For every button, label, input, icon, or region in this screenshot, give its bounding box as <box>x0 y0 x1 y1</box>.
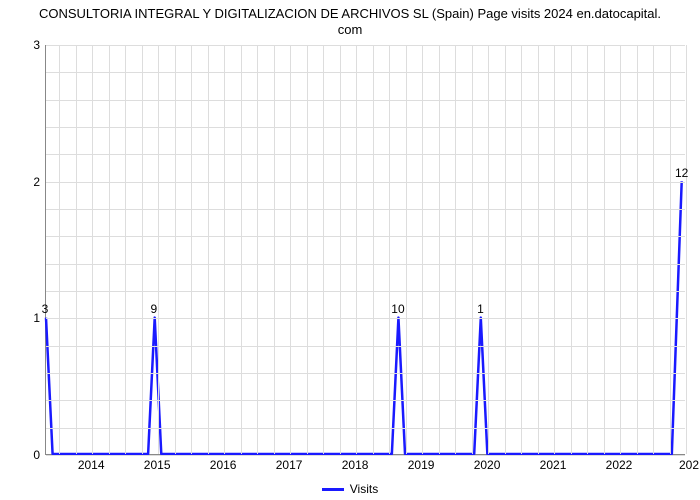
gridline-v <box>274 45 275 454</box>
chart-title: CONSULTORIA INTEGRAL Y DIGITALIZACION DE… <box>0 6 700 39</box>
legend: Visits <box>0 481 700 496</box>
x-tick-label: 2015 <box>144 458 171 472</box>
title-line1: CONSULTORIA INTEGRAL Y DIGITALIZACION DE… <box>39 6 661 21</box>
gridline-v <box>307 45 308 454</box>
gridline-v <box>604 45 605 454</box>
gridline-v <box>92 45 93 454</box>
y-tick-label: 0 <box>10 448 40 462</box>
title-line2: com <box>338 22 363 37</box>
gridline-h <box>46 455 685 456</box>
plot-area <box>45 45 685 455</box>
data-point-label: 12 <box>675 166 688 180</box>
gridline-v <box>406 45 407 454</box>
gridline-v <box>224 45 225 454</box>
gridline-v <box>59 45 60 454</box>
gridline-v <box>208 45 209 454</box>
legend-label: Visits <box>350 482 378 496</box>
data-point-label: 1 <box>477 302 484 316</box>
gridline-v <box>538 45 539 454</box>
x-tick-label: 2022 <box>606 458 633 472</box>
gridline-v <box>620 45 621 454</box>
gridline-v <box>554 45 555 454</box>
x-tick-label: 2018 <box>342 458 369 472</box>
x-tick-label: 2017 <box>276 458 303 472</box>
x-tick-label: 2019 <box>408 458 435 472</box>
gridline-v <box>521 45 522 454</box>
legend-swatch <box>322 488 344 491</box>
gridline-v <box>422 45 423 454</box>
gridline-v <box>109 45 110 454</box>
gridline-v <box>455 45 456 454</box>
gridline-v <box>686 45 687 454</box>
y-tick-label: 3 <box>10 38 40 52</box>
gridline-v <box>356 45 357 454</box>
x-tick-label: 2014 <box>78 458 105 472</box>
gridline-v <box>472 45 473 454</box>
gridline-v <box>571 45 572 454</box>
gridline-v <box>76 45 77 454</box>
gridline-v <box>158 45 159 454</box>
gridline-v <box>505 45 506 454</box>
x-tick-label: 2016 <box>210 458 237 472</box>
data-point-label: 10 <box>391 302 404 316</box>
x-tick-label: 2021 <box>540 458 567 472</box>
gridline-v <box>323 45 324 454</box>
gridline-v <box>257 45 258 454</box>
data-point-label: 9 <box>151 302 158 316</box>
gridline-v <box>389 45 390 454</box>
gridline-v <box>241 45 242 454</box>
gridline-v <box>439 45 440 454</box>
gridline-v <box>373 45 374 454</box>
gridline-v <box>587 45 588 454</box>
gridline-v <box>637 45 638 454</box>
y-tick-label: 2 <box>10 175 40 189</box>
gridline-v <box>488 45 489 454</box>
y-tick-label: 1 <box>10 311 40 325</box>
chart-container: CONSULTORIA INTEGRAL Y DIGITALIZACION DE… <box>0 0 700 500</box>
gridline-v <box>142 45 143 454</box>
x-tick-label-end: 202 <box>679 458 699 472</box>
gridline-v <box>653 45 654 454</box>
data-point-label: 3 <box>42 302 49 316</box>
gridline-v <box>175 45 176 454</box>
x-tick-label: 2020 <box>474 458 501 472</box>
gridline-v <box>340 45 341 454</box>
gridline-v <box>290 45 291 454</box>
gridline-v <box>191 45 192 454</box>
gridline-v <box>125 45 126 454</box>
gridline-v <box>670 45 671 454</box>
